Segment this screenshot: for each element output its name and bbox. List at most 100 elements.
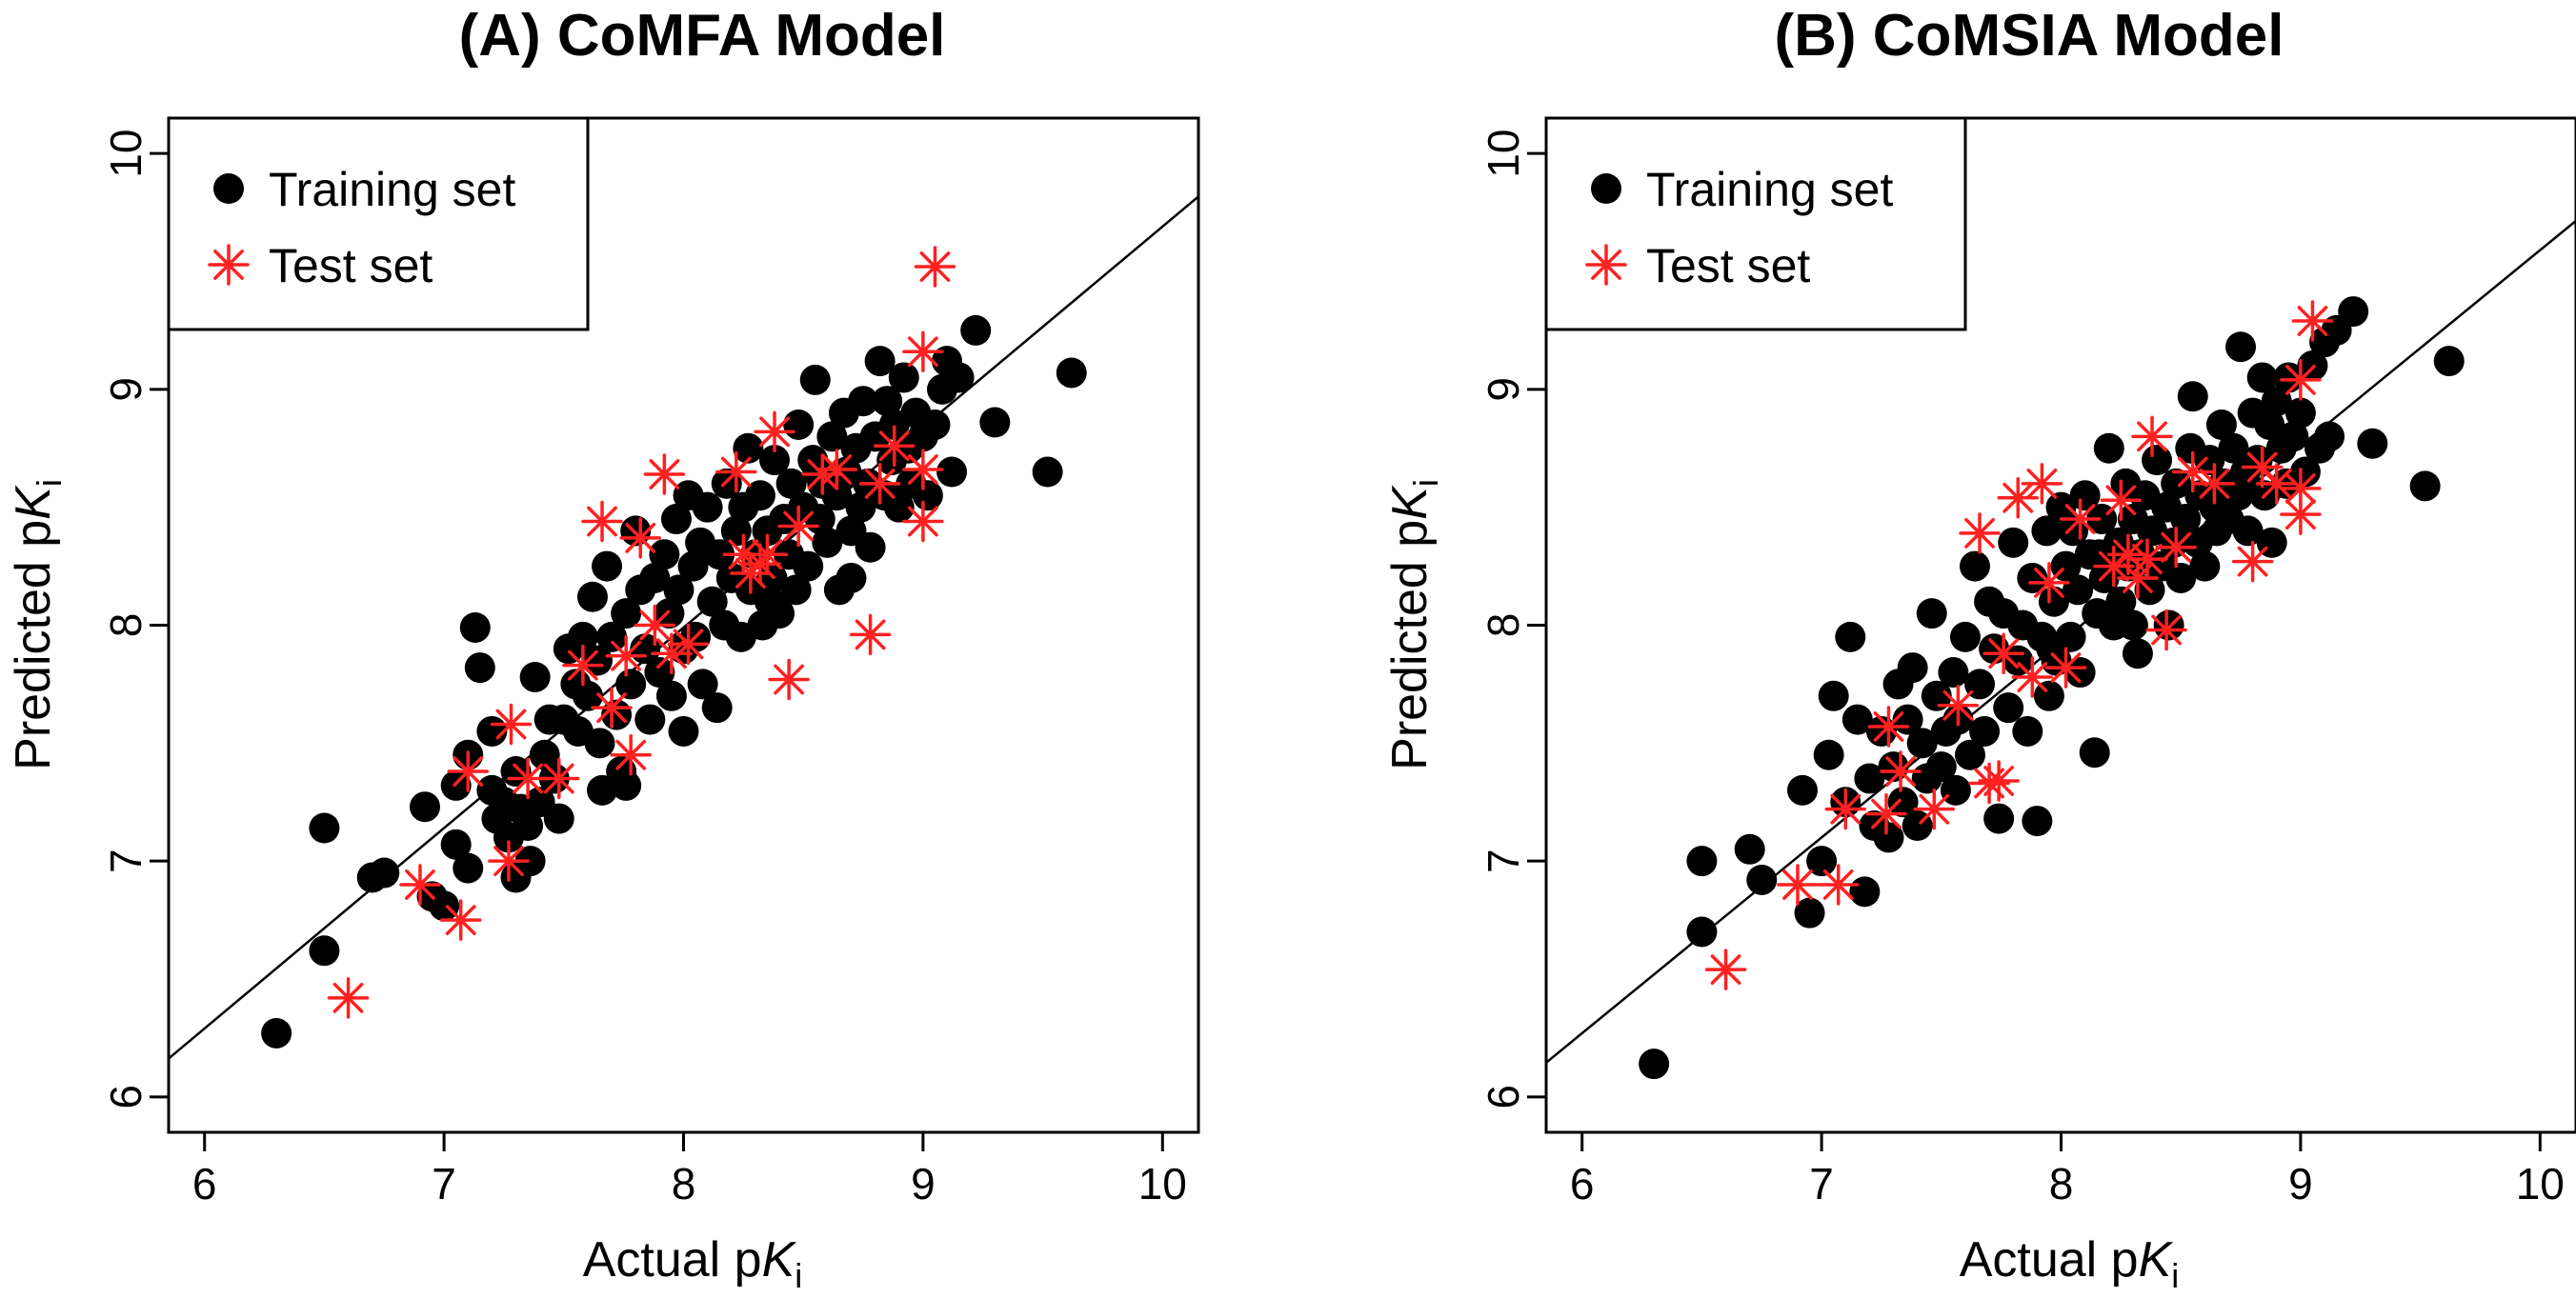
training-point bbox=[979, 407, 1011, 438]
training-point bbox=[1639, 1048, 1670, 1080]
x-tick-label: 6 bbox=[1570, 1159, 1595, 1208]
training-point bbox=[668, 715, 699, 747]
chart-title: (B) CoMSIA Model bbox=[1775, 3, 2284, 69]
training-point bbox=[2194, 445, 2225, 476]
training-point bbox=[261, 1017, 292, 1048]
training-point bbox=[2022, 806, 2053, 837]
test-point bbox=[2280, 359, 2322, 401]
training-point bbox=[1032, 456, 1063, 488]
training-point bbox=[655, 680, 687, 711]
test-point bbox=[490, 703, 533, 746]
training-point bbox=[2093, 432, 2124, 464]
training-point bbox=[799, 364, 831, 395]
training-point bbox=[759, 445, 791, 476]
test-point bbox=[619, 517, 661, 559]
training-point bbox=[654, 598, 685, 629]
x-tick-label: 7 bbox=[1809, 1159, 1834, 1208]
test-point bbox=[2021, 463, 2063, 505]
test-point bbox=[2193, 463, 2236, 505]
training-point bbox=[2314, 421, 2345, 452]
training-point bbox=[1897, 652, 1928, 684]
training-point bbox=[581, 645, 613, 676]
training-point bbox=[1938, 657, 1969, 689]
x-tick-label: 8 bbox=[672, 1159, 696, 1208]
training-point bbox=[1993, 692, 2024, 724]
training-point bbox=[639, 562, 671, 593]
training-point bbox=[883, 491, 915, 523]
test-point bbox=[1913, 788, 1956, 830]
training-point bbox=[848, 386, 879, 417]
training-point bbox=[2284, 397, 2316, 429]
training-point bbox=[692, 491, 723, 523]
test-point bbox=[902, 449, 944, 490]
training-point bbox=[888, 362, 919, 393]
training-point bbox=[1806, 846, 1838, 877]
training-point bbox=[755, 586, 786, 617]
training-point bbox=[309, 812, 340, 844]
training-point bbox=[864, 346, 896, 377]
training-point bbox=[960, 314, 992, 346]
training-point bbox=[2261, 386, 2292, 417]
training-point bbox=[572, 680, 603, 711]
x-tick-label: 6 bbox=[192, 1159, 217, 1208]
test-point bbox=[858, 463, 901, 505]
legend-box bbox=[167, 116, 590, 331]
training-point bbox=[744, 480, 775, 511]
training-point bbox=[1686, 916, 1718, 948]
plot-marks bbox=[169, 195, 1198, 1060]
training-point bbox=[816, 421, 848, 452]
test-point bbox=[1867, 706, 1910, 748]
legend-star-glyph bbox=[1585, 244, 1627, 286]
test-point bbox=[2059, 498, 2102, 540]
training-point bbox=[2232, 515, 2264, 547]
test-point bbox=[2126, 538, 2168, 580]
training-point bbox=[2045, 491, 2077, 523]
training-point bbox=[704, 539, 735, 570]
test-point bbox=[815, 449, 858, 490]
test-point bbox=[643, 453, 686, 495]
training-point bbox=[775, 468, 807, 499]
training-point bbox=[687, 669, 718, 700]
x-tick-label: 9 bbox=[2288, 1159, 2313, 1208]
training-point bbox=[2165, 562, 2197, 593]
training-point bbox=[615, 669, 647, 700]
training-point bbox=[611, 769, 642, 801]
training-point bbox=[663, 574, 694, 606]
legend-box bbox=[1544, 116, 1967, 331]
training-point bbox=[780, 574, 812, 606]
training-point bbox=[2433, 346, 2465, 377]
training-point bbox=[513, 810, 544, 842]
training-point bbox=[783, 409, 815, 440]
training-point bbox=[2254, 409, 2285, 440]
x-tick-label: 7 bbox=[432, 1159, 456, 1208]
test-point bbox=[488, 840, 530, 882]
test-point bbox=[581, 500, 623, 543]
training-point bbox=[1786, 774, 1818, 806]
test-point bbox=[1982, 632, 2024, 674]
training-point bbox=[2278, 421, 2309, 452]
test-point bbox=[873, 425, 916, 468]
y-tick-label: 9 bbox=[101, 377, 151, 402]
training-point bbox=[660, 504, 692, 535]
test-point bbox=[538, 757, 580, 800]
x-tick-label: 10 bbox=[1138, 1159, 1187, 1208]
training-point bbox=[1835, 621, 1866, 652]
test-point bbox=[1880, 750, 1922, 792]
test-point bbox=[591, 687, 633, 729]
training-point bbox=[2205, 409, 2237, 440]
training-point bbox=[2031, 515, 2063, 547]
training-point bbox=[2409, 470, 2441, 502]
training-point bbox=[2246, 362, 2278, 393]
training-point bbox=[812, 527, 843, 558]
training-point bbox=[1849, 876, 1881, 908]
training-point bbox=[1921, 680, 1952, 711]
x-tick-label: 8 bbox=[2049, 1159, 2074, 1208]
plot-marks bbox=[1546, 219, 2576, 1080]
training-point bbox=[2177, 381, 2208, 412]
training-point bbox=[2170, 504, 2202, 535]
training-point bbox=[2064, 657, 2096, 689]
test-point bbox=[1777, 864, 1819, 906]
training-point bbox=[2105, 586, 2137, 617]
training-point bbox=[584, 728, 615, 759]
legend-test-label: Test set bbox=[269, 239, 433, 292]
